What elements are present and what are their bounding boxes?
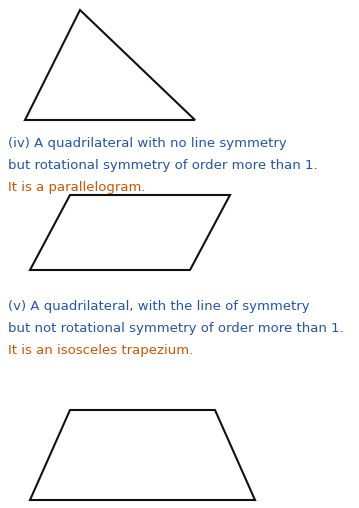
Text: It is an isosceles trapezium.: It is an isosceles trapezium. [8, 344, 193, 357]
Text: (iv) A quadrilateral with no line symmetry: (iv) A quadrilateral with no line symmet… [8, 137, 287, 150]
Text: but rotational symmetry of order more than 1.: but rotational symmetry of order more th… [8, 159, 318, 172]
Text: It is a parallelogram.: It is a parallelogram. [8, 181, 145, 194]
Text: (v) A quadrilateral, with the line of symmetry: (v) A quadrilateral, with the line of sy… [8, 300, 309, 313]
Text: but not rotational symmetry of order more than 1.: but not rotational symmetry of order mor… [8, 322, 344, 335]
